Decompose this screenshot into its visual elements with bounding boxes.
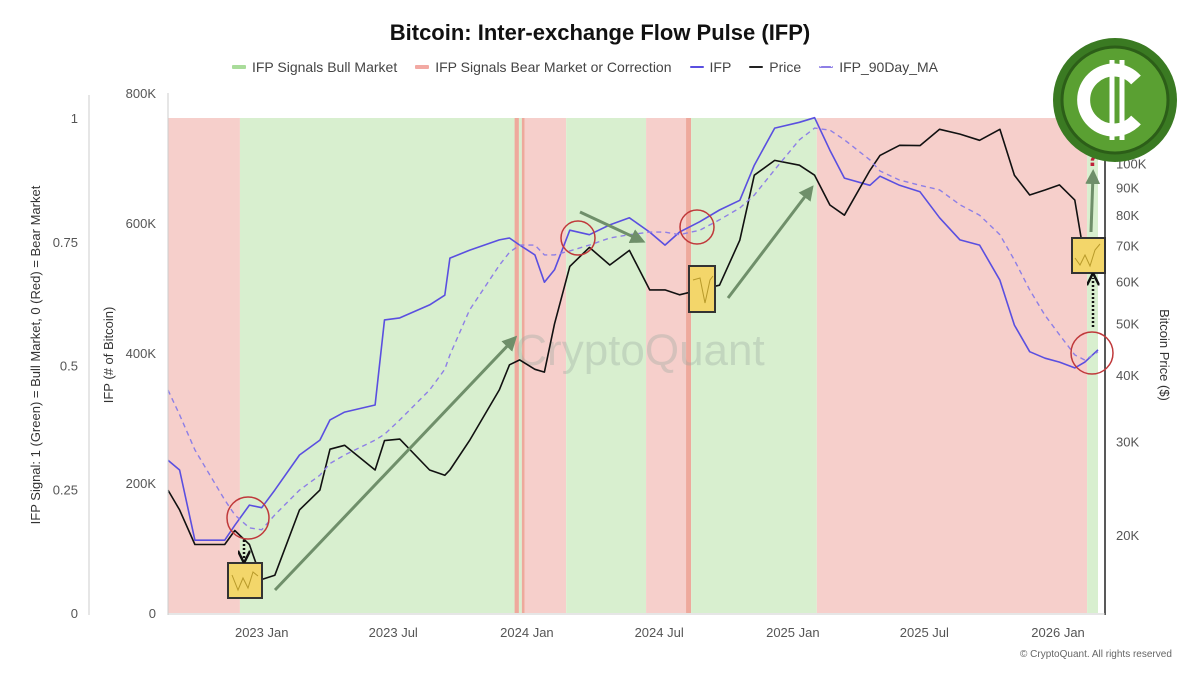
bear-signal-band bbox=[646, 118, 687, 613]
box-sparkline bbox=[1074, 243, 1101, 268]
ifp-axis-title: IFP (# of Bitcoin) bbox=[101, 307, 116, 404]
series-lines bbox=[167, 116, 1099, 581]
coin-logo bbox=[1053, 38, 1177, 162]
ifp-tick-label: 800K bbox=[126, 86, 157, 101]
series-price bbox=[167, 128, 1099, 581]
highlight-circle bbox=[679, 209, 715, 245]
price-tick-label: 50K bbox=[1116, 316, 1139, 331]
signal-tick-label: 0.75 bbox=[53, 235, 78, 250]
logo-c-icon bbox=[1077, 63, 1141, 137]
x-tick-label: 2026 Jan bbox=[1031, 625, 1085, 640]
chart-title: Bitcoin: Inter-exchange Flow Pulse (IFP) bbox=[389, 20, 811, 45]
x-tick-label: 2024 Jan bbox=[500, 625, 554, 640]
series-ifp-90day-ma bbox=[167, 127, 1099, 531]
trend-arrow bbox=[579, 210, 646, 243]
legend-item-price[interactable]: Price bbox=[749, 59, 801, 75]
bull-signal-band bbox=[1087, 118, 1098, 613]
legend-item-ifp[interactable]: IFP bbox=[689, 59, 732, 75]
watermark: CryptoQuant bbox=[515, 326, 764, 375]
legend-label: IFP_90Day_MA bbox=[839, 59, 939, 75]
legend-item-bull[interactable]: IFP Signals Bull Market bbox=[231, 59, 398, 75]
price-tick-label: 30K bbox=[1116, 434, 1139, 449]
ifp-tick-label: 400K bbox=[126, 346, 157, 361]
price-tick-label: 70K bbox=[1116, 239, 1139, 254]
legend-item-ma[interactable]: IFP_90Day_MA bbox=[819, 59, 938, 75]
box-sparkline bbox=[231, 571, 259, 592]
legend: IFP Signals Bull Market IFP Signals Bear… bbox=[0, 59, 1200, 75]
bull-signal-band bbox=[691, 118, 817, 613]
ifp-tick-label: 0 bbox=[149, 606, 156, 621]
price-tick-label: 90K bbox=[1116, 181, 1139, 196]
legend-swatch-bear bbox=[415, 65, 430, 69]
signal-tick-label: 0 bbox=[71, 606, 78, 621]
logo-disc bbox=[1060, 45, 1170, 155]
signal-axis-title: IFP Signal: 1 (Green) = Bull Market, 0 (… bbox=[28, 185, 43, 524]
trend-arrow bbox=[273, 335, 518, 592]
trend-arrow bbox=[1085, 169, 1101, 233]
price-axis-title: Bitcoin Price ($) bbox=[1157, 309, 1172, 401]
signal-bands bbox=[168, 118, 1098, 613]
legend-label: IFP bbox=[709, 59, 732, 75]
bear-signal-band bbox=[686, 118, 692, 613]
highlight-circle bbox=[226, 496, 270, 540]
annotations: ? bbox=[226, 142, 1114, 599]
legend-label: IFP Signals Bull Market bbox=[251, 59, 398, 75]
box-sparkline bbox=[692, 275, 714, 304]
legend-swatch-ifp bbox=[689, 66, 704, 68]
legend-label: Price bbox=[769, 59, 802, 75]
signal-tick-label: 1 bbox=[71, 111, 78, 126]
bull-signal-band bbox=[518, 118, 522, 613]
signal-tick-label: 0.25 bbox=[53, 482, 78, 497]
bear-signal-band bbox=[514, 118, 519, 613]
bull-signal-band bbox=[566, 118, 647, 613]
highlight-circle bbox=[560, 220, 596, 256]
copyright: © CryptoQuant. All rights reserved bbox=[1020, 649, 1172, 660]
ifp-tick-label: 200K bbox=[126, 476, 157, 491]
price-tick-label: 80K bbox=[1116, 208, 1139, 223]
ifp-tick-label: 600K bbox=[126, 216, 157, 231]
trend-arrow bbox=[726, 185, 814, 299]
highlight-box bbox=[227, 562, 263, 599]
legend-item-bear[interactable]: IFP Signals Bear Market or Correction bbox=[415, 59, 672, 75]
legend-swatch-price bbox=[749, 66, 764, 68]
bear-signal-band bbox=[168, 118, 240, 613]
legend-swatch-bull bbox=[231, 65, 246, 69]
bull-signal-band bbox=[239, 118, 515, 613]
legend-label: IFP Signals Bear Market or Correction bbox=[435, 59, 672, 75]
x-tick-label: 2025 Jan bbox=[766, 625, 820, 640]
highlight-circle bbox=[1070, 331, 1114, 375]
x-tick-label: 2024 Jul bbox=[635, 625, 684, 640]
highlight-box bbox=[1071, 237, 1106, 274]
signal-tick-label: 0.5 bbox=[60, 359, 78, 374]
price-tick-label: 20K bbox=[1116, 528, 1139, 543]
price-tick-label: 60K bbox=[1116, 274, 1139, 289]
series-ifp bbox=[167, 116, 1099, 542]
bear-signal-band bbox=[816, 118, 1088, 613]
x-tick-label: 2025 Jul bbox=[900, 625, 949, 640]
price-tick-label: 40K bbox=[1116, 368, 1139, 383]
bear-signal-band bbox=[521, 118, 525, 613]
x-tick-label: 2023 Jul bbox=[369, 625, 418, 640]
x-tick-label: 2023 Jan bbox=[235, 625, 289, 640]
legend-swatch-ma bbox=[819, 66, 834, 68]
